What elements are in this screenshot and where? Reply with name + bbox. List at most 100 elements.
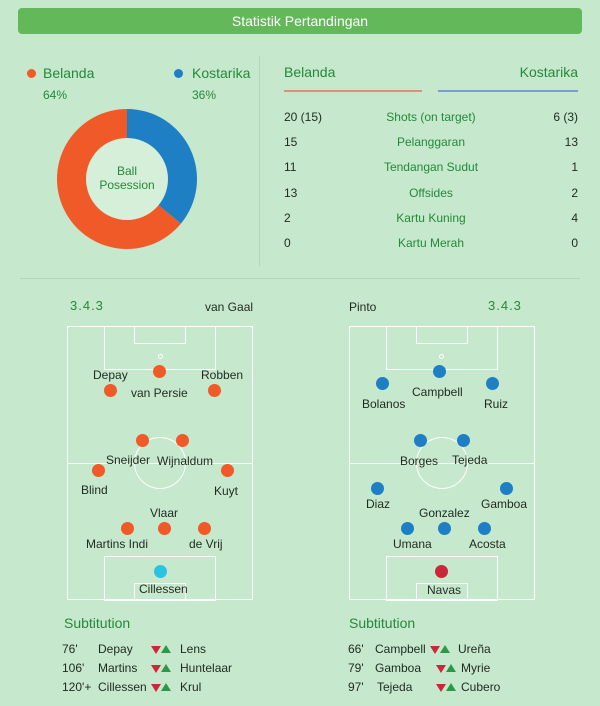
player-dot[interactable] [376,377,389,390]
stat-home-value: 0 [284,236,291,250]
player-name: Sneijder [106,453,151,467]
sub-minute: 106' [62,661,85,675]
home-underline [284,90,422,92]
stats-away-label: Kostarika [519,64,578,80]
stat-row: 0 Kartu Merah 0 [284,236,578,252]
sub-out-icon [151,646,161,654]
player-name: Cillessen [139,582,188,596]
away-pitch [349,326,535,601]
sub-in-icon [446,664,456,672]
stat-away-value: 2 [571,186,578,200]
player-name: Diaz [366,497,391,511]
sub-out-icon [436,684,446,692]
player-name: Tejeda [452,453,488,467]
away-coach: Pinto [349,300,377,314]
stat-row: 20 (15) Shots (on target) 6 (3) [284,110,578,126]
player-name: Bolanos [362,397,406,411]
home-possession-pct: 64% [43,88,68,102]
player-dot[interactable] [401,522,414,535]
substitution-row: 79' Gamboa Myrie [348,661,548,677]
sub-player-in: Huntelaar [180,661,233,675]
home-coach: van Gaal [205,300,254,314]
pitch-penalty-spot [439,354,444,359]
away-underline [438,90,578,92]
player-dot[interactable] [121,522,134,535]
player-dot[interactable] [176,434,189,447]
player-dot[interactable] [208,384,221,397]
stat-label: Offsides [409,186,453,200]
player-name: Kuyt [214,484,239,498]
away-possession-pct: 36% [192,88,217,102]
player-name: Acosta [469,537,506,551]
stat-label: Tendangan Sudut [383,160,479,174]
substitution-row: 66' Campbell Ureña [348,642,548,658]
player-dot[interactable] [486,377,499,390]
sub-player-out: Cillessen [98,680,147,694]
player-name: Blind [81,483,108,497]
sub-in-icon [446,683,456,691]
stat-home-value: 13 [284,186,298,200]
player-name: Borges [400,454,439,468]
home-legend-dot [27,69,36,78]
player-dot[interactable] [438,522,451,535]
sub-player-in: Cubero [461,680,501,694]
page-title: Statistik Pertandingan [18,8,582,34]
pitch-six-yard-bottom [416,583,468,601]
substitution-row: 106' Martins Huntelaar [62,661,262,677]
stat-home-value: 2 [284,211,291,225]
sub-in-icon [161,645,171,653]
stat-label: Pelanggaran [396,135,466,149]
player-dot[interactable] [153,365,166,378]
player-name: Vlaar [150,506,179,520]
player-dot[interactable] [414,434,427,447]
player-dot[interactable] [478,522,491,535]
stat-home-value: 15 [284,135,298,149]
player-dot[interactable] [136,434,149,447]
stat-label: Shots (on target) [386,110,476,124]
sub-minute: 97' [348,680,364,694]
player-name: Gonzalez [419,506,470,520]
player-dot[interactable] [198,522,211,535]
player-name: Ruiz [484,397,509,411]
player-name: Gamboa [481,497,528,511]
player-dot[interactable] [500,482,513,495]
sub-player-out: Campbell [375,642,426,656]
away-substitution-title: Subtitution [349,615,416,631]
player-dot[interactable] [104,384,117,397]
player-name: Depay [93,368,128,382]
stat-row: 2 Kartu Kuning 4 [284,211,578,227]
pitch-six-yard-top [134,326,186,344]
player-dot[interactable] [457,434,470,447]
player-name: Martins Indi [86,537,149,551]
player-name: Wijnaldum [157,454,214,468]
substitution-row: 120'+ Cillessen Krul [62,680,262,696]
player-name: van Persie [131,386,188,400]
player-dot[interactable] [92,464,105,477]
stat-away-value: 6 (3) [553,110,578,124]
pitch-penalty-spot [158,354,163,359]
goalkeeper-dot[interactable] [435,565,448,578]
sub-minute: 66' [348,642,364,656]
player-dot[interactable] [433,365,446,378]
player-dot[interactable] [221,464,234,477]
stat-away-value: 0 [571,236,578,250]
sub-player-out: Gamboa [375,661,422,675]
player-dot[interactable] [158,522,171,535]
sub-player-in: Ureña [458,642,491,656]
stat-home-value: 11 [284,160,297,174]
sub-in-icon [440,645,450,653]
pitch-six-yard-top [416,326,468,344]
sub-out-icon [151,684,161,692]
sub-player-in: Lens [180,642,207,656]
stat-label: Kartu Merah [397,236,465,250]
sub-minute: 79' [348,661,364,675]
stat-home-value: 20 (15) [284,110,323,124]
player-dot[interactable] [371,482,384,495]
donut-center-label-2: Posession [99,178,154,192]
sub-player-out: Tejeda [377,680,413,694]
pitch-center-circle [134,437,186,489]
goalkeeper-dot[interactable] [154,565,167,578]
player-name: de Vrij [189,537,223,551]
sub-in-icon [161,683,171,691]
section-divider-horizontal [20,278,580,279]
